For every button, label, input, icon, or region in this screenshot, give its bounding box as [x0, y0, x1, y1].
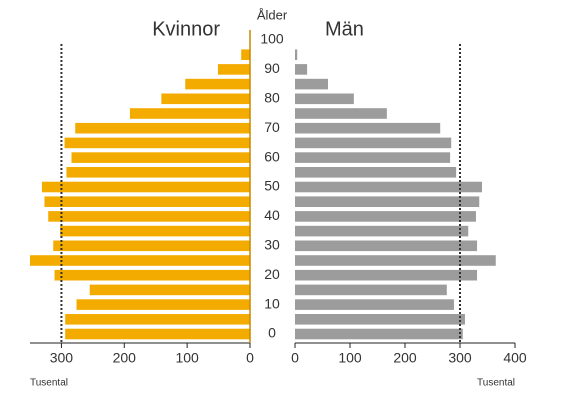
y-tick-label: 70 — [264, 119, 280, 135]
bar — [76, 299, 250, 310]
bar — [129, 108, 250, 119]
bar — [66, 167, 250, 178]
x-tick-label: 300 — [448, 350, 472, 366]
y-tick-label: 100 — [260, 31, 284, 47]
y-tick-label: 50 — [264, 178, 280, 194]
x-tick-label: 100 — [338, 350, 362, 366]
bar — [295, 108, 387, 119]
bar — [295, 240, 478, 252]
bar — [54, 269, 251, 281]
x-tick-label: 100 — [175, 350, 199, 366]
y-axis-label: Ålder — [257, 7, 288, 22]
bar — [75, 122, 250, 134]
y-tick-label: 30 — [264, 237, 280, 253]
bar — [295, 328, 463, 340]
bar — [161, 93, 250, 105]
bar — [185, 78, 250, 90]
bar — [295, 122, 441, 134]
bar — [64, 137, 250, 149]
bar — [295, 211, 476, 222]
x-tick-label: 400 — [503, 350, 527, 366]
y-tick-label: 90 — [264, 60, 280, 76]
y-tick-label: 60 — [264, 148, 280, 164]
bar — [44, 196, 251, 207]
bar — [295, 93, 354, 105]
bar — [295, 284, 447, 296]
bar — [48, 211, 250, 222]
bar — [65, 314, 250, 325]
bar — [295, 49, 298, 60]
bar — [295, 255, 496, 266]
y-tick-label: 10 — [264, 295, 280, 311]
bar — [295, 196, 480, 207]
series-title: Kvinnor — [152, 18, 220, 40]
bar — [30, 255, 250, 266]
y-tick-label: 40 — [264, 207, 280, 223]
bar — [89, 284, 250, 296]
y-tick-label: 80 — [264, 90, 280, 106]
bar — [41, 181, 250, 193]
x-tick-label: 0 — [291, 350, 299, 366]
x-tick-label: 200 — [393, 350, 417, 366]
bar — [295, 181, 482, 193]
bar — [295, 78, 328, 90]
bar — [295, 225, 469, 237]
x-axis-label: Tusental — [477, 378, 515, 389]
bar — [295, 64, 308, 75]
y-tick-label: 0 — [268, 325, 276, 341]
y-tick-label: 20 — [264, 266, 280, 282]
bar — [217, 64, 250, 75]
bar — [295, 299, 454, 310]
x-tick-label: 0 — [246, 350, 254, 366]
x-axis-label: Tusental — [30, 378, 68, 389]
bar — [53, 240, 250, 252]
bar — [60, 225, 250, 237]
bar — [295, 137, 452, 149]
bar — [295, 314, 465, 325]
series-title: Män — [325, 18, 364, 40]
bar — [241, 49, 250, 60]
bar — [295, 167, 457, 178]
bar — [295, 152, 451, 163]
bar — [71, 152, 250, 163]
bar — [295, 269, 478, 281]
x-tick-label: 200 — [113, 350, 137, 366]
x-tick-label: 300 — [50, 350, 74, 366]
bar — [65, 328, 250, 340]
